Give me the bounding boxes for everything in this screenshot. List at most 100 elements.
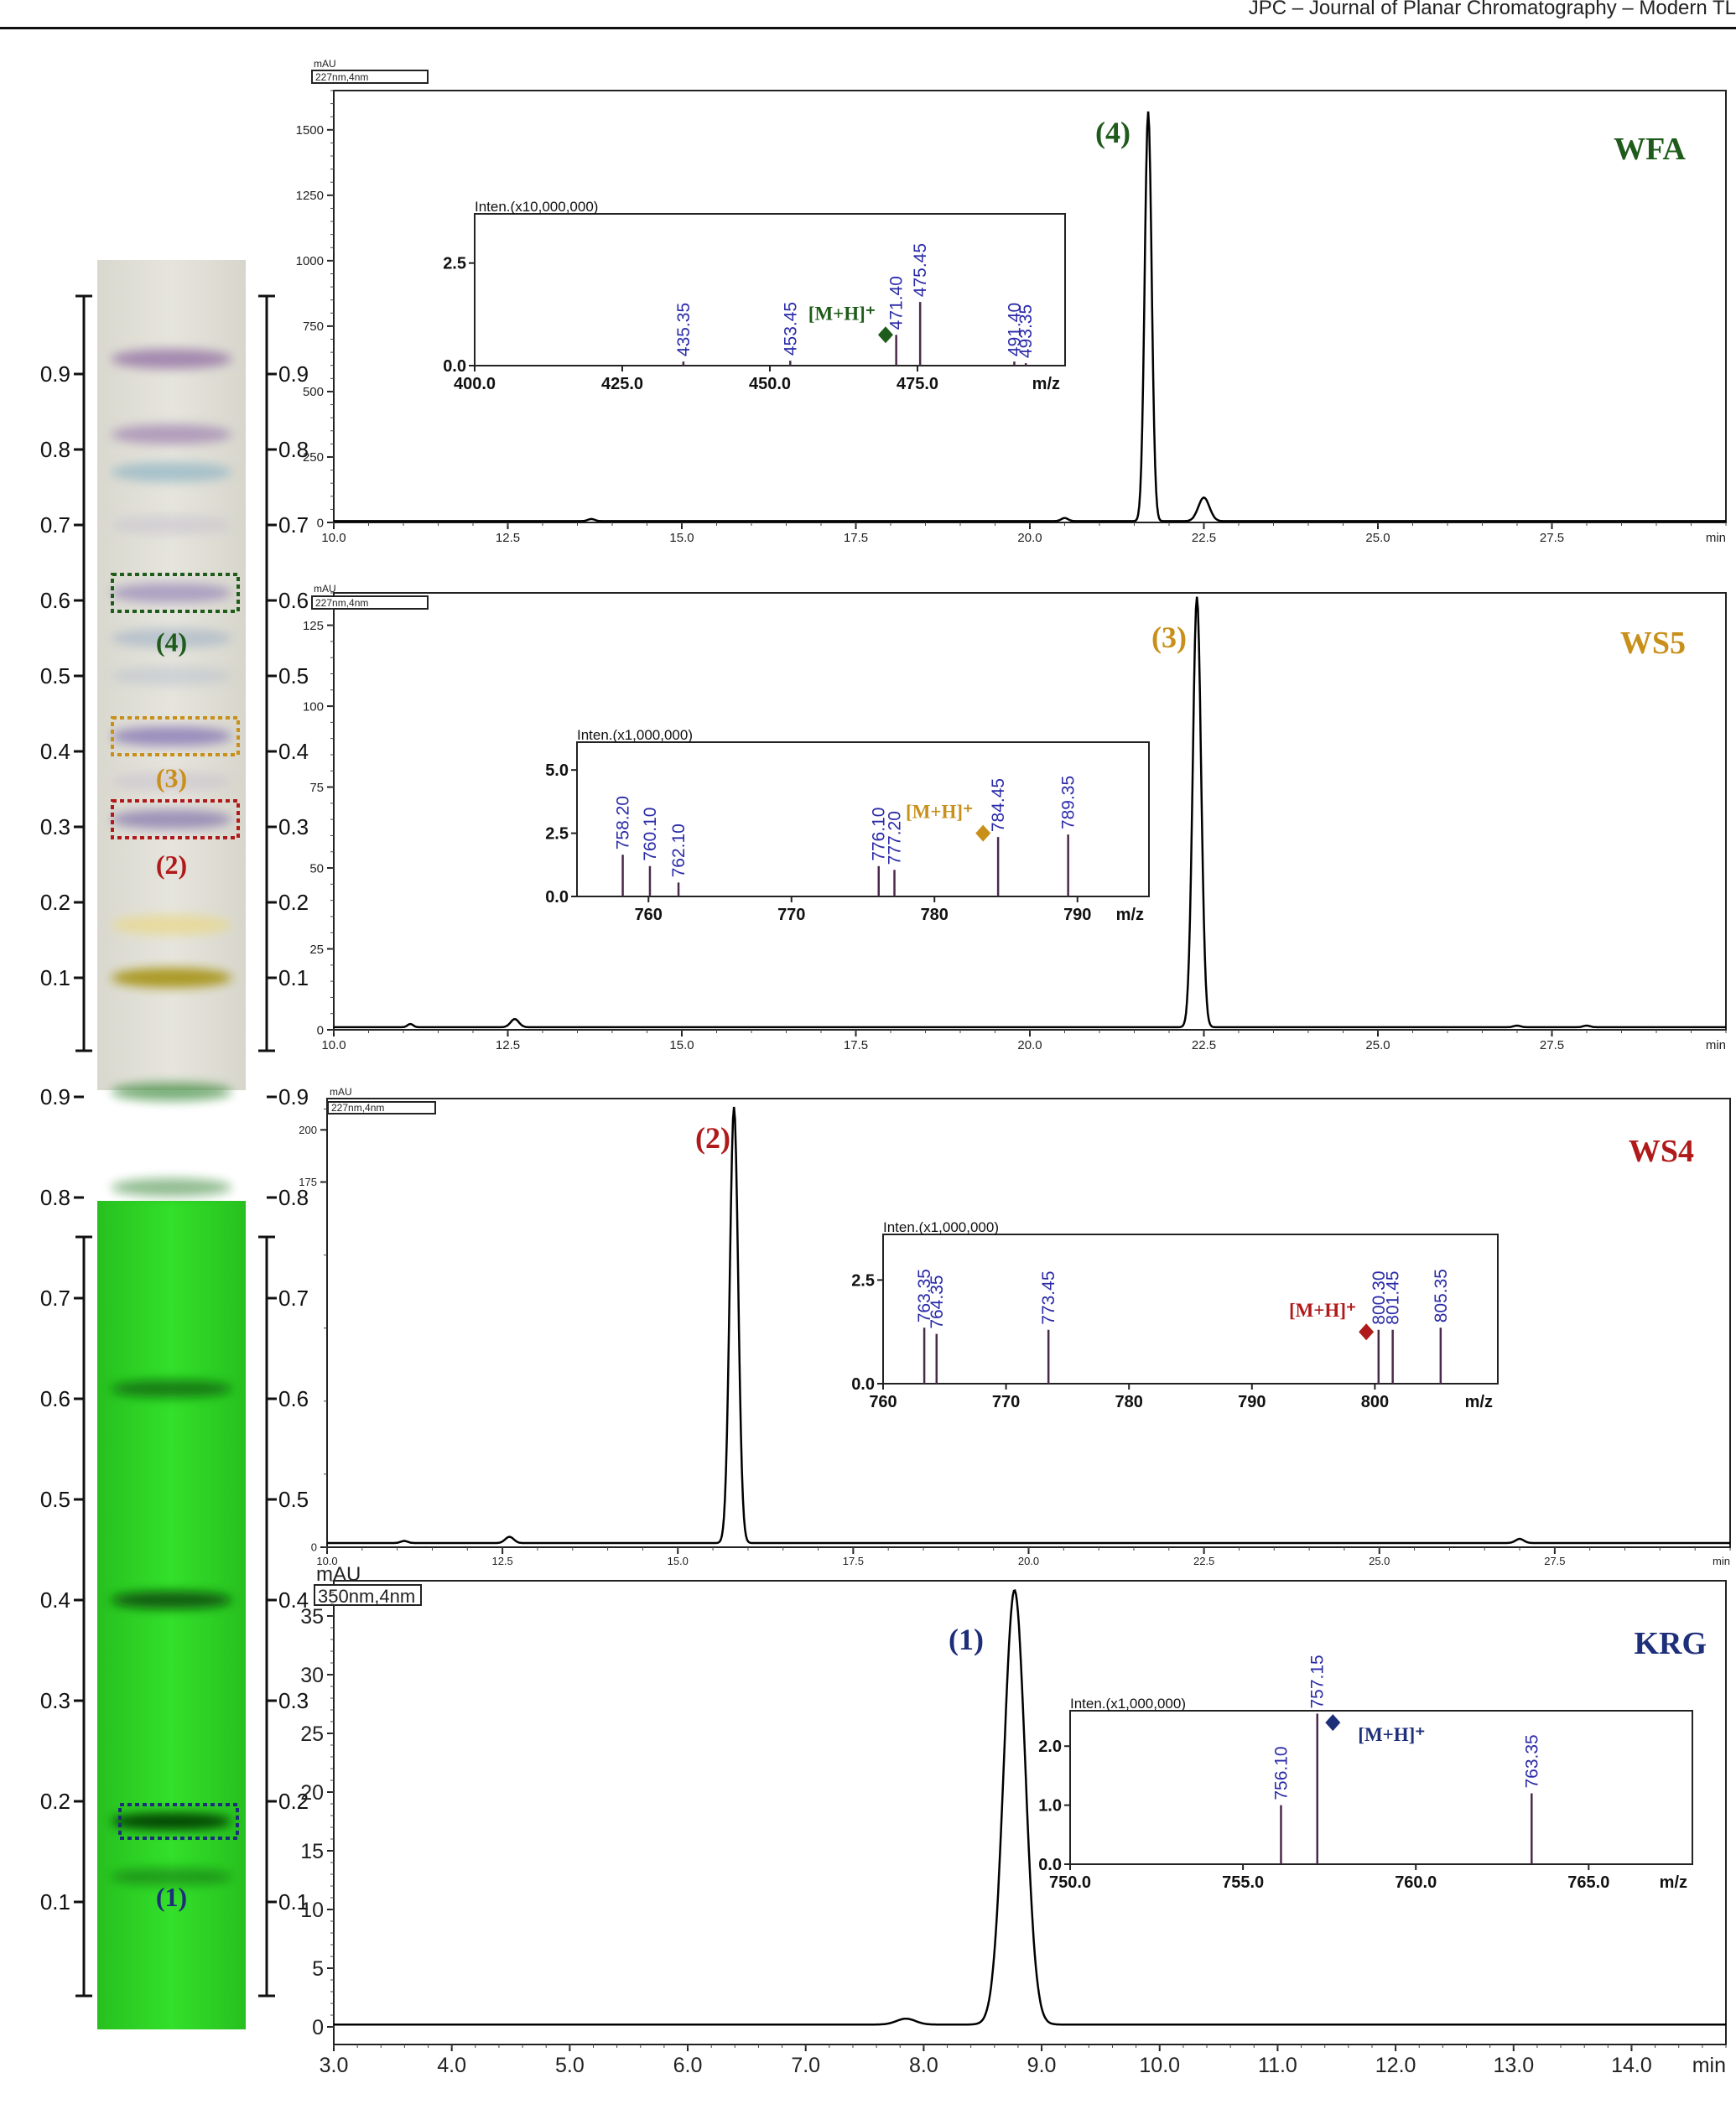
tlc-band [111, 583, 232, 603]
rf-tick-label: 0.6 [40, 588, 70, 613]
tlc-band [111, 462, 232, 482]
ms-inset-frame [882, 1234, 1499, 1385]
x-tick-label: 15.0 [669, 531, 694, 545]
x-tick-label: 14.0 [1611, 2054, 1652, 2077]
x-tick-label: 5.0 [555, 2054, 585, 2077]
y-tick-label: 75 [309, 781, 324, 795]
y-unit-label: mAU [330, 1086, 352, 1098]
x-tick-label: 15.0 [668, 1555, 689, 1567]
x-tick-label: 4.0 [437, 2054, 466, 2077]
ms-x-tick-label: 755.0 [1222, 1873, 1264, 1892]
mh-diamond-icon [877, 326, 893, 344]
ms-x-tick-label: 760.0 [1395, 1873, 1437, 1892]
tlc-band [111, 726, 232, 746]
rf-tick-label: 0.3 [40, 814, 70, 839]
ms-peak-label: 758.20 [614, 796, 633, 849]
x-tick-label: 7.0 [791, 2054, 820, 2077]
ms-peak-label: 493.35 [1016, 304, 1036, 358]
y-tick-label: 750 [303, 320, 324, 334]
x-unit-label: min [1713, 1555, 1730, 1567]
ms-inset: Inten.(x10,000,000) 0.0 2.5 400.0 425.0 450.0… [443, 199, 1066, 393]
tlc-spot-label: (4) [156, 627, 187, 657]
chromatogram-trace [334, 596, 1726, 1029]
detector-label: 227nm,4nm [331, 1102, 384, 1114]
sample-name: WS5 [1620, 626, 1686, 661]
ms-x-unit: m/z [1032, 375, 1060, 393]
detector-label: 350nm,4nm [318, 1586, 415, 1607]
ms-x-unit: m/z [1116, 906, 1144, 924]
rf-tick-label: 0.7 [40, 512, 70, 538]
tlc-band [111, 1178, 232, 1197]
x-unit-label: min [1692, 2054, 1726, 2077]
ms-x-tick-label: 750.0 [1049, 1873, 1091, 1892]
y-tick-label: 20 [300, 1781, 324, 1805]
rf-tick-label: 0.3 [40, 1688, 70, 1713]
x-tick-label: 22.5 [1192, 531, 1216, 545]
y-tick-label: 200 [299, 1124, 317, 1136]
rf-tick-label: 0.2 [278, 1789, 309, 1814]
tlc-band [111, 915, 232, 935]
x-tick-label: 20.0 [1017, 1038, 1042, 1052]
tlc-spot-label: (2) [156, 849, 187, 880]
tlc-plates: 0.10.20.30.40.50.60.70.80.90.10.20.30.40… [40, 260, 309, 2029]
ms-y-tick-label: 2.5 [545, 825, 569, 844]
peak-label: (3) [1151, 621, 1187, 654]
rf-tick-label: 0.8 [40, 1185, 70, 1210]
x-tick-label: 17.5 [844, 531, 868, 545]
x-tick-label: 12.5 [496, 531, 520, 545]
tlc-spot-box [111, 716, 240, 756]
rf-tick-label: 0.2 [40, 1789, 70, 1814]
ms-peak-label: 760.10 [641, 808, 660, 861]
tlc-band [111, 1868, 232, 1886]
ms-peak-label: 764.35 [928, 1275, 947, 1328]
rf-tick-label: 0.7 [278, 1286, 309, 1311]
sample-name: WS4 [1629, 1134, 1694, 1169]
ms-x-tick-label: 780 [1115, 1393, 1143, 1411]
ms-peak-label: 800.30 [1370, 1270, 1389, 1324]
mh-label: [M+H]⁺ [1289, 1300, 1356, 1321]
ms-intensity-label: Inten.(x1,000,000) [577, 727, 693, 743]
y-tick-label: 1250 [296, 189, 324, 203]
x-tick-label: 17.5 [843, 1555, 864, 1567]
peak-label: (4) [1095, 116, 1130, 149]
ms-peak-label: 471.40 [887, 276, 907, 330]
ms-intensity-label: Inten.(x1,000,000) [1070, 1696, 1186, 1712]
x-tick-label: 9.0 [1027, 2054, 1057, 2077]
ms-peak-label: 805.35 [1432, 1269, 1451, 1322]
y-tick-label: 175 [299, 1176, 317, 1188]
ms-intensity-label: Inten.(x1,000,000) [883, 1219, 999, 1235]
ms-peak-label: 756.10 [1271, 1746, 1291, 1800]
ms-x-tick-label: 425.0 [601, 375, 643, 393]
ms-inset: Inten.(x1,000,000) 0.0 2.5 5.0 760 770 780 790 m… [545, 727, 1150, 924]
rf-tick-label: 0.9 [278, 1084, 309, 1109]
ms-inset-frame [474, 213, 1066, 366]
tlc-band [111, 1591, 232, 1609]
tlc-plate-top: 0.10.20.30.40.50.60.70.80.90.10.20.30.40… [40, 260, 309, 1090]
x-tick-label: 13.0 [1493, 2054, 1534, 2077]
x-tick-label: 25.0 [1369, 1555, 1390, 1567]
ms-inset-frame [576, 741, 1150, 897]
tlc-spot-label: (1) [156, 1882, 187, 1912]
rf-tick-label: 0.9 [40, 1084, 70, 1109]
ms-y-tick-label: 0.0 [443, 357, 466, 376]
ms-peak-label: 801.45 [1384, 1270, 1403, 1324]
detector-label-box [311, 595, 429, 610]
rf-tick-label: 0.4 [40, 1587, 70, 1613]
sample-name: WFA [1614, 132, 1686, 167]
ms-x-tick-label: 475.0 [897, 375, 938, 393]
y-tick-label: 30 [300, 1664, 324, 1687]
ms-peak-label: 773.45 [1039, 1270, 1058, 1324]
chromatogram-trace [334, 1589, 1726, 2026]
y-tick-label: 1500 [296, 123, 324, 138]
y-tick-label: 0 [317, 1023, 324, 1037]
ms-x-tick-label: 790 [1238, 1393, 1266, 1411]
rf-tick-label: 0.9 [278, 361, 309, 387]
ms-x-tick-label: 765.0 [1567, 1873, 1609, 1892]
ms-inset: Inten.(x1,000,000) 0.0 2.5 760 770 780 790 800 m… [851, 1219, 1499, 1411]
x-tick-label: 10.0 [1139, 2054, 1180, 2077]
mh-label: [M+H]⁺ [906, 802, 973, 823]
tlc-band [111, 1812, 232, 1831]
detector-label-box [311, 70, 429, 84]
